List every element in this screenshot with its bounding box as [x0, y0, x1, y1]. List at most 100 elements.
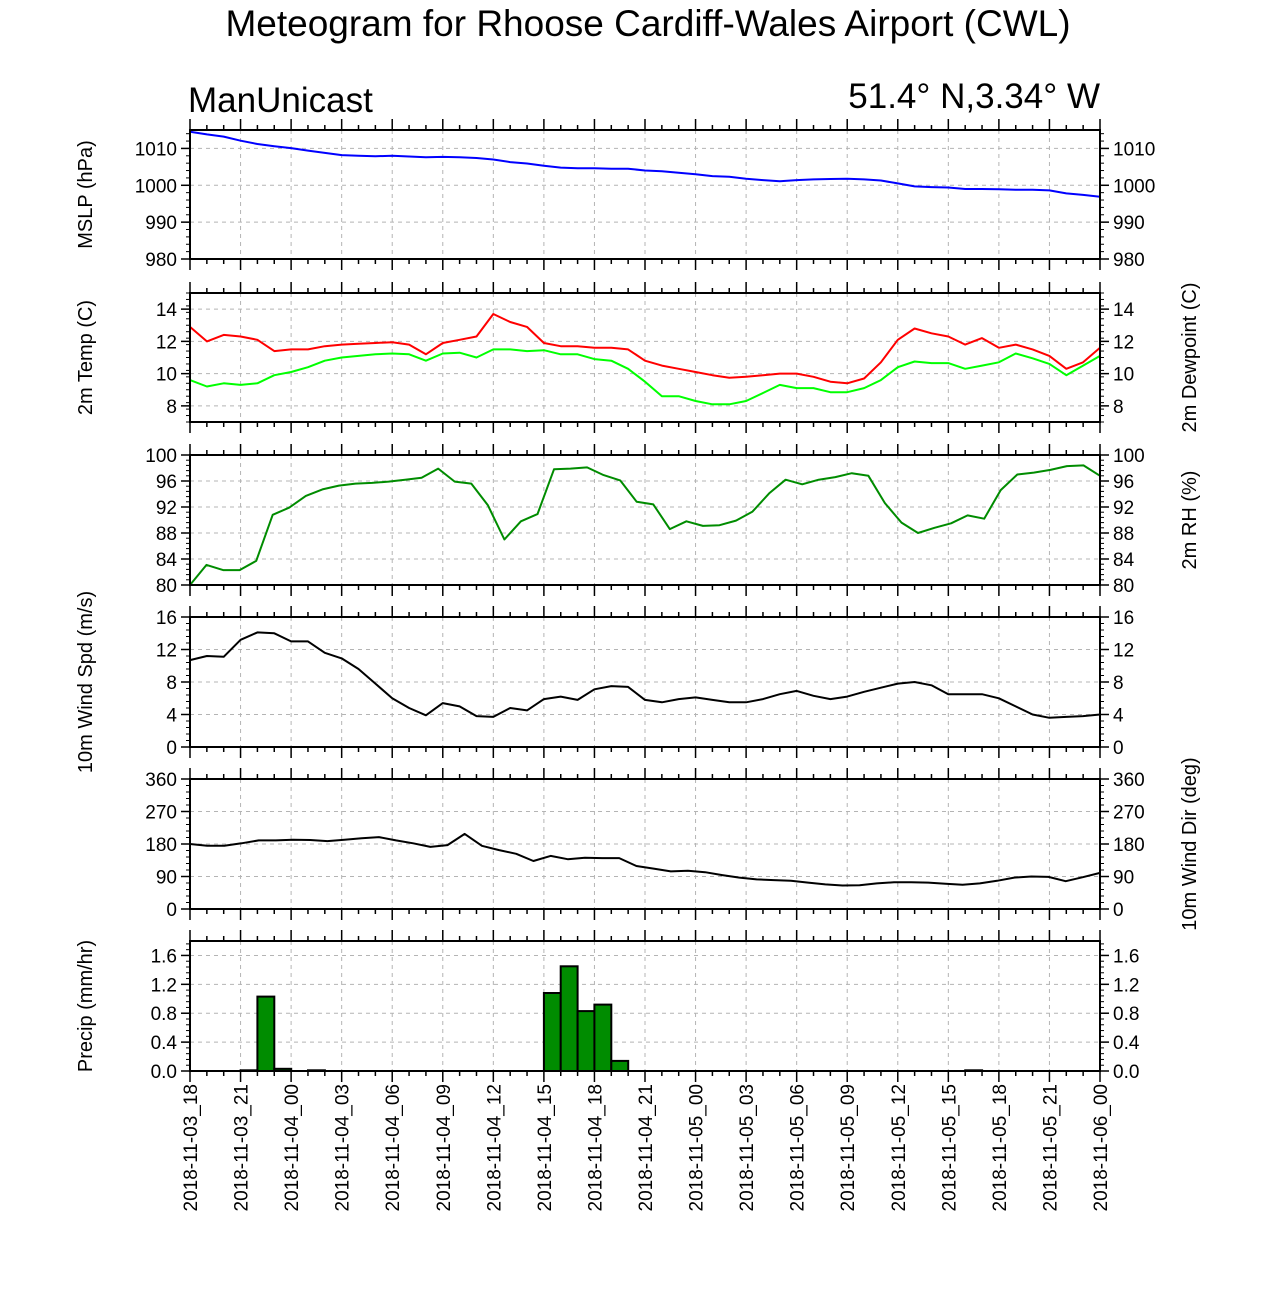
- y-tick-label-left: 0.0: [151, 1062, 177, 1083]
- panel-5: 0 0 90 90 180 180 270 270 360 360 10m Wind Dir (de…: [145, 757, 1201, 930]
- x-tick-label: 2018-11-04_06: [383, 1084, 404, 1211]
- precip-bar: [593, 1003, 613, 1072]
- y-tick-label-right: 0.4: [1113, 1033, 1140, 1054]
- series-line: [189, 631, 1101, 719]
- y-tick-label-right: 14: [1113, 300, 1135, 321]
- y-tick-label-left: 1010: [135, 139, 177, 160]
- y-tick-label-right: 990: [1113, 213, 1145, 234]
- y-tick-label-right: 8: [1113, 673, 1124, 694]
- y-axis-title-left: Precip (mm/hr): [75, 940, 97, 1072]
- y-tick-label-right: 90: [1113, 868, 1134, 889]
- y-tick-label-left: 270: [145, 803, 177, 824]
- y-tick-label-left: 4: [166, 706, 177, 727]
- x-tick-label: 2018-11-04_15: [535, 1084, 556, 1211]
- y-tick-label-right: 12: [1113, 641, 1134, 662]
- y-axis-title-left: 2m Temp (C): [75, 300, 97, 415]
- series-line: [189, 832, 1101, 887]
- panel-4: 0 0 4 4 8 8 12 12 16 16 10m Wind Spd (m/s): [75, 591, 1134, 773]
- y-tick-label-right: 92: [1113, 498, 1134, 519]
- location-coordinates: 51.4° N,3.34° W: [848, 77, 1100, 116]
- precip-bar: [610, 1059, 630, 1073]
- x-tick-label: 2018-11-05_18: [990, 1084, 1011, 1211]
- precip-bar: [559, 965, 579, 1072]
- x-tick-label: 2018-11-05_09: [838, 1084, 859, 1211]
- y-tick-label-right: 0: [1113, 900, 1124, 921]
- y-tick-label-right: 980: [1113, 250, 1145, 271]
- y-tick-label-left: 16: [156, 608, 177, 629]
- series-line: [189, 348, 1101, 406]
- series-line: [189, 130, 1101, 198]
- y-tick-label-left: 92: [156, 498, 177, 519]
- y-tick-label-right: 80: [1113, 576, 1134, 597]
- y-tick-label-left: 12: [156, 332, 177, 353]
- y-tick-label-right: 84: [1113, 550, 1135, 571]
- y-tick-label-right: 0.8: [1113, 1004, 1139, 1025]
- y-tick-label-left: 1000: [135, 176, 177, 197]
- y-tick-label-left: 0.8: [151, 1004, 177, 1025]
- y-tick-label-right: 10: [1113, 365, 1134, 386]
- x-tick-label: 2018-11-04_03: [333, 1084, 354, 1211]
- y-tick-label-right: 16: [1113, 608, 1134, 629]
- y-tick-label-right: 88: [1113, 524, 1134, 545]
- y-tick-label-left: 8: [166, 397, 177, 418]
- y-tick-label-left: 1.2: [151, 975, 177, 996]
- x-tick-label: 2018-11-05_12: [889, 1084, 910, 1211]
- y-tick-label-left: 100: [145, 446, 177, 467]
- y-tick-label-left: 14: [156, 300, 178, 321]
- y-tick-label-left: 990: [145, 213, 177, 234]
- y-tick-label-right: 360: [1113, 770, 1145, 791]
- y-tick-label-right: 4: [1113, 706, 1124, 727]
- precip-bar: [256, 995, 276, 1072]
- chart-title: Meteogram for Rhoose Cardiff-Wales Airpo…: [225, 3, 1070, 44]
- y-tick-label-left: 90: [156, 868, 177, 889]
- y-tick-label-right: 270: [1113, 803, 1145, 824]
- y-tick-label-right: 8: [1113, 397, 1124, 418]
- panel-6: 0.0 0.0 0.4 0.4 0.8 0.8 1.2 1.2 1.6 1.6 Precip (mm…: [75, 930, 1140, 1083]
- y-axis-title-left: MSLP (hPa): [75, 140, 97, 249]
- precip-bar: [576, 1010, 596, 1072]
- x-tick-label: 2018-11-04_12: [484, 1084, 505, 1211]
- y-tick-label-right: 1.2: [1113, 975, 1139, 996]
- y-tick-label-left: 10: [156, 365, 177, 386]
- time-axis-labels: 2018-11-03_18 2018-11-03_21 2018-11-04_00 2…: [181, 1084, 1112, 1211]
- y-tick-label-left: 980: [145, 250, 177, 271]
- x-tick-label: 2018-11-03_18: [181, 1084, 202, 1211]
- y-axis-title-right: 2m RH (%): [1179, 471, 1201, 570]
- y-axis-title-left: 10m Wind Spd (m/s): [75, 591, 97, 773]
- x-tick-label: 2018-11-06_00: [1091, 1084, 1112, 1211]
- y-tick-label-left: 360: [145, 770, 177, 791]
- series-line: [189, 313, 1101, 385]
- y-tick-label-left: 8: [166, 673, 177, 694]
- y-tick-label-right: 1010: [1113, 139, 1155, 160]
- series-line: [189, 464, 1101, 586]
- y-tick-label-left: 0: [166, 900, 177, 921]
- x-tick-label: 2018-11-05_03: [737, 1084, 758, 1211]
- y-tick-label-left: 12: [156, 641, 177, 662]
- x-tick-label: 2018-11-04_09: [434, 1084, 455, 1211]
- y-tick-label-left: 180: [145, 835, 177, 856]
- x-tick-label: 2018-11-04_00: [282, 1084, 303, 1211]
- y-tick-label-right: 0: [1113, 738, 1124, 759]
- x-tick-label: 2018-11-05_21: [1040, 1084, 1061, 1211]
- y-tick-label-left: 0: [166, 738, 177, 759]
- x-tick-label: 2018-11-05_06: [788, 1084, 809, 1211]
- panel-2: 8 8 10 10 12 12 14 14 2m Temp (C) 2m Dewpoint (C): [75, 282, 1201, 433]
- x-tick-label: 2018-11-04_21: [636, 1084, 657, 1211]
- y-tick-label-right: 1.6: [1113, 946, 1139, 967]
- y-tick-label-left: 84: [156, 550, 178, 571]
- panel-1: 980 980 990 990 1000 1000 1010 1010 MSLP (hPa): [75, 119, 1155, 271]
- y-tick-label-left: 80: [156, 576, 177, 597]
- x-tick-label: 2018-11-05_00: [687, 1084, 708, 1211]
- x-tick-label: 2018-11-03_21: [232, 1084, 253, 1211]
- y-axis-title-right: 10m Wind Dir (deg): [1179, 757, 1201, 930]
- model-name: ManUnicast: [188, 81, 373, 120]
- x-tick-label: 2018-11-04_18: [585, 1084, 606, 1211]
- y-tick-label-left: 88: [156, 524, 177, 545]
- panel-3: 80 80 84 84 88 88 92 92 96 96 100 100 2m RH (%): [145, 444, 1201, 597]
- y-tick-label-left: 0.4: [151, 1033, 178, 1054]
- x-tick-label: 2018-11-05_15: [939, 1084, 960, 1211]
- y-tick-label-right: 1000: [1113, 176, 1155, 197]
- y-tick-label-left: 96: [156, 472, 177, 493]
